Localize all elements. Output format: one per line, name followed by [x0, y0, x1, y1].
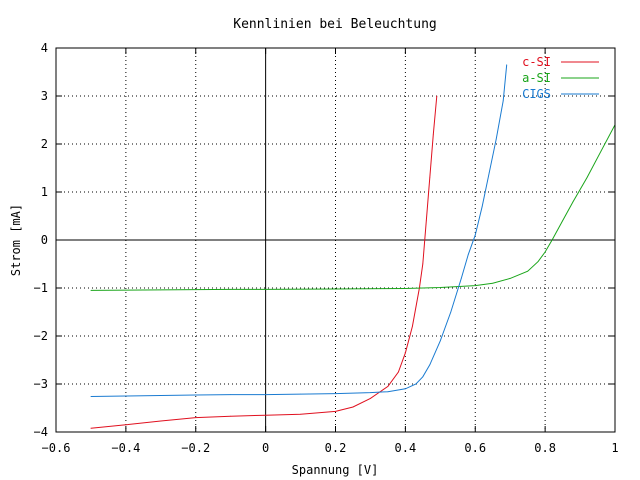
data-point-a-si [265, 289, 266, 290]
y-tick-label: 3 [41, 89, 48, 103]
data-point-cigs [335, 393, 336, 394]
x-tick-label: 0.8 [534, 441, 556, 455]
data-point-c-si [425, 220, 427, 222]
data-point-cigs [90, 396, 92, 397]
y-tick-label: 4 [41, 41, 48, 55]
data-point-a-si [492, 282, 494, 284]
x-tick-label: 0.2 [325, 441, 347, 455]
data-point-c-si [160, 420, 162, 422]
data-point-c-si [90, 427, 92, 429]
data-point-cigs [415, 383, 417, 385]
data-point-cigs [481, 206, 483, 207]
x-tick-label: 1 [611, 441, 618, 455]
data-point-a-si [160, 289, 162, 291]
data-point-a-si [230, 289, 232, 290]
data-point-c-si [370, 398, 371, 399]
y-axis-label: Strom [mA] [9, 204, 23, 276]
data-point-c-si [352, 406, 354, 408]
y-tick-labels: −4 −3 −2 −1 0 1 2 3 4 [34, 41, 615, 439]
data-point-cigs [405, 388, 406, 390]
data-point-c-si [230, 415, 232, 417]
data-point-cigs [506, 64, 508, 66]
data-point-cigs [370, 392, 371, 393]
x-tick-label: 0.4 [395, 441, 417, 455]
x-tick-label: 0 [262, 441, 269, 455]
legend-label-c-si: c-SI [522, 55, 551, 69]
data-point-c-si [125, 424, 127, 426]
x-tick-label: 0.6 [464, 441, 486, 455]
x-tick-labels: −0.6 −0.4 −0.2 0 0.2 0.4 0.6 0.8 1 [42, 48, 619, 455]
data-point-c-si [432, 134, 434, 135]
data-point-c-si [195, 417, 197, 418]
chart-title: Kennlinien bei Beleuchtung [233, 17, 437, 32]
data-point-c-si [405, 352, 406, 354]
data-point-a-si [572, 201, 574, 203]
data-point-a-si [90, 290, 92, 291]
zero-axes [56, 48, 615, 432]
x-tick-label: −0.4 [111, 441, 140, 455]
data-point-cigs [230, 394, 232, 395]
data-point-a-si [405, 288, 406, 289]
y-tick-label: −2 [34, 329, 48, 343]
data-point-a-si [586, 177, 588, 179]
data-point-cigs [300, 393, 301, 395]
data-point-cigs [502, 100, 504, 102]
data-point-a-si [335, 288, 336, 290]
data-point-c-si [429, 177, 431, 179]
y-tick-label: 1 [41, 185, 48, 199]
x-tick-label: −0.6 [42, 441, 71, 455]
data-point-a-si [474, 285, 476, 286]
data-point-a-si [537, 261, 539, 262]
series-line-cigs [90, 64, 508, 397]
legend: c-SI a-SI CIGS [522, 55, 599, 101]
series-line-a-si [90, 124, 616, 291]
x-tick-label: −0.2 [181, 441, 210, 455]
data-point-cigs [474, 234, 476, 236]
data-point-cigs [467, 254, 469, 255]
data-point-a-si [600, 150, 602, 152]
data-point-cigs [265, 394, 266, 395]
x-axis-label: Spannung [V] [292, 463, 379, 477]
data-point-cigs [439, 340, 441, 342]
data-point-cigs [460, 278, 462, 279]
data-point-cigs [160, 395, 162, 396]
data-point-cigs [387, 391, 389, 393]
data-point-cigs [495, 138, 497, 140]
data-point-a-si [544, 251, 546, 253]
data-point-a-si [551, 239, 553, 241]
data-point-cigs [429, 364, 431, 366]
y-tick-label: −4 [34, 425, 48, 439]
data-point-a-si [439, 287, 441, 288]
series-line-c-si [90, 95, 438, 429]
data-point-cigs [125, 395, 127, 397]
data-point-cigs [450, 311, 452, 313]
data-point-c-si [387, 386, 389, 387]
data-point-cigs [488, 172, 490, 174]
y-tick-label: 0 [41, 233, 48, 247]
y-tick-label: 2 [41, 137, 48, 151]
data-point-c-si [300, 413, 301, 415]
y-tick-label: −3 [34, 377, 48, 391]
data-point-a-si [562, 220, 563, 222]
legend-label-a-si: a-SI [522, 71, 551, 85]
data-point-a-si [527, 270, 529, 272]
data-point-cigs [422, 376, 424, 378]
data-point-c-si [398, 371, 399, 373]
data-point-cigs [195, 394, 197, 396]
data-point-c-si [422, 263, 424, 265]
y-tick-label: −1 [34, 281, 48, 295]
series-group [90, 64, 616, 429]
data-point-c-si [412, 326, 413, 327]
data-point-c-si [436, 95, 438, 97]
data-point-c-si [335, 411, 336, 412]
data-point-a-si [509, 278, 511, 279]
legend-label-cigs: CIGS [522, 87, 551, 101]
data-point-c-si [265, 414, 266, 416]
